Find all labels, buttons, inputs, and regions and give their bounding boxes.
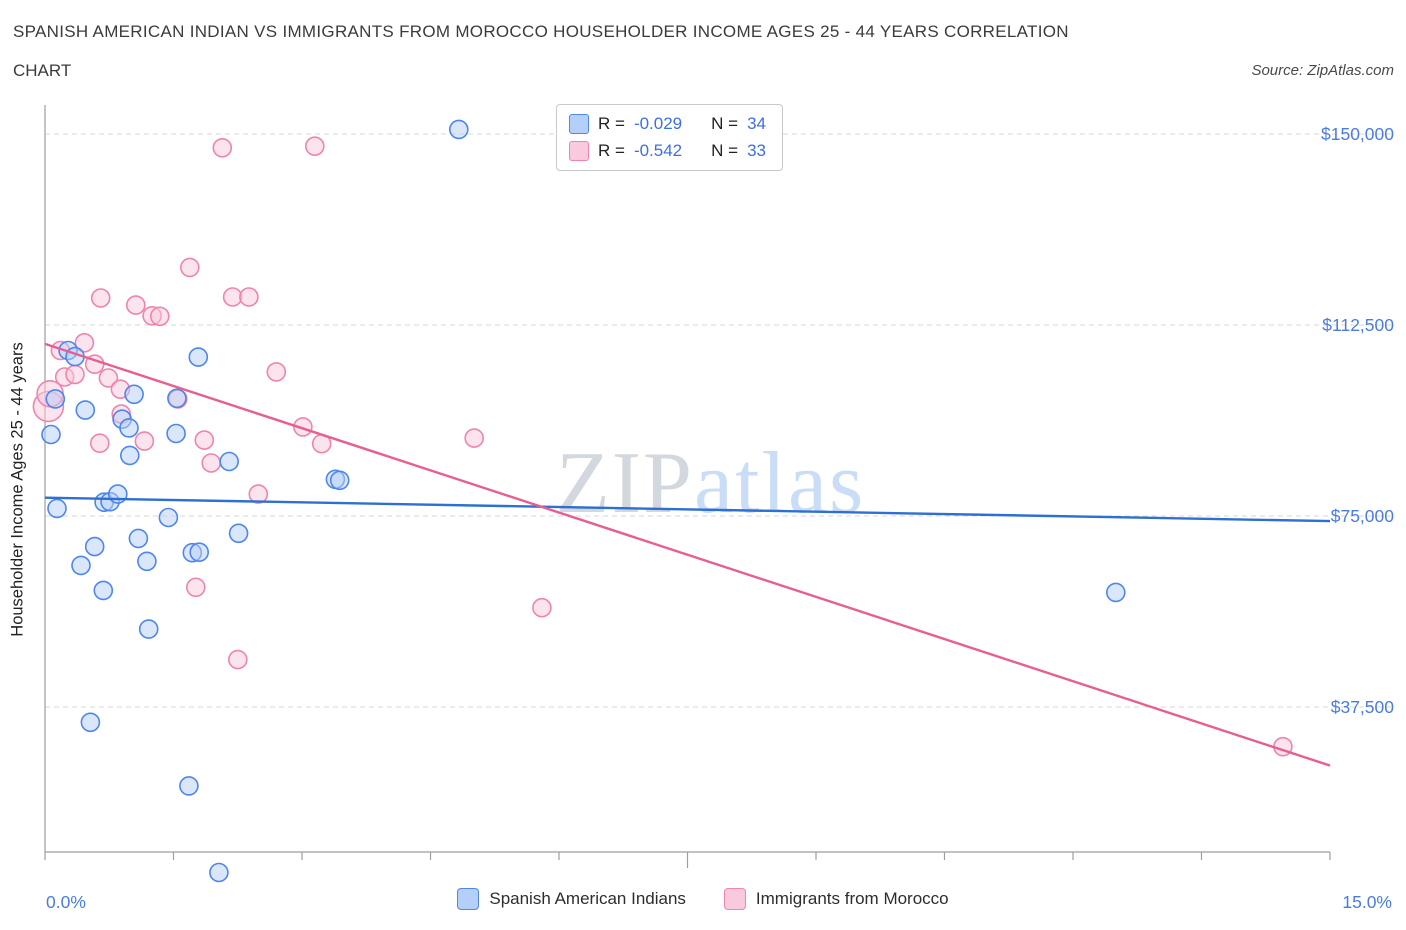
scatter-point[interactable]: [448, 119, 469, 140]
correlation-legend: R = -0.029 N = 34 R = -0.542 N = 33: [556, 104, 783, 171]
scatter-point[interactable]: [248, 484, 269, 504]
scatter-point[interactable]: [134, 431, 155, 451]
r-value-pink: -0.542: [633, 141, 683, 160]
scatter-point[interactable]: [304, 136, 325, 156]
x-axis-label-max: 15.0%: [1342, 892, 1392, 912]
y-tick-label: $75,000: [1331, 506, 1395, 526]
scatter-point[interactable]: [45, 389, 66, 409]
r-label: R =: [598, 114, 625, 133]
scatter-point[interactable]: [1106, 582, 1126, 603]
pink-series-swatch: [723, 888, 746, 910]
scatter-point[interactable]: [90, 433, 110, 454]
r-label: R =: [598, 141, 625, 160]
n-label: N =: [711, 114, 739, 133]
legend-item-spanish-american-indians: Spanish American Indians: [457, 888, 686, 910]
scatter-point[interactable]: [329, 470, 350, 491]
scatter-point[interactable]: [126, 295, 146, 315]
scatter-point[interactable]: [128, 528, 149, 549]
y-tick-label: $112,500: [1322, 315, 1394, 335]
trend-line: [44, 496, 1331, 523]
scatter-point[interactable]: [189, 542, 209, 563]
scatter-point[interactable]: [98, 368, 119, 388]
scatter-point[interactable]: [119, 418, 139, 438]
scatter-point[interactable]: [90, 288, 111, 308]
scatter-point[interactable]: [222, 287, 243, 307]
y-axis-title: Householder Income Ages 25 - 44 years: [8, 342, 27, 637]
zipatlas-watermark: ZIPatlas: [556, 440, 865, 528]
n-value-blue: 34: [747, 114, 766, 133]
scatter-point[interactable]: [228, 649, 248, 670]
series-legend: Spanish American Indians Immigrants from…: [0, 888, 1406, 910]
scatter-point[interactable]: [120, 445, 140, 466]
scatter-point[interactable]: [166, 423, 186, 444]
source-attribution: Source: ZipAtlas.com: [1251, 62, 1394, 79]
n-value-pink: 33: [747, 141, 766, 160]
scatter-point[interactable]: [532, 597, 552, 618]
legend-label: Spanish American Indians: [489, 889, 686, 908]
scatter-point[interactable]: [186, 577, 206, 598]
scatter-point[interactable]: [293, 417, 313, 437]
legend-label: Immigrants from Morocco: [755, 889, 949, 908]
scatter-point[interactable]: [219, 451, 239, 472]
trend-line: [44, 342, 1331, 767]
x-axis-label-min: 0.0%: [46, 892, 86, 912]
scatter-point[interactable]: [124, 384, 144, 405]
scatter-point[interactable]: [188, 347, 209, 367]
scatter-point[interactable]: [201, 453, 221, 473]
scatter-point[interactable]: [180, 257, 200, 278]
scatter-point[interactable]: [150, 306, 170, 327]
scatter-point[interactable]: [179, 776, 199, 796]
y-tick-label: $37,500: [1331, 697, 1395, 717]
scatter-point[interactable]: [266, 362, 287, 382]
scatter-point[interactable]: [108, 484, 128, 504]
scatter-point[interactable]: [71, 555, 91, 576]
scatter-point[interactable]: [464, 428, 485, 448]
scatter-point[interactable]: [209, 862, 229, 883]
pink-series-swatch: [569, 141, 589, 161]
scatter-point[interactable]: [84, 536, 105, 557]
r-value-blue: -0.029: [633, 114, 683, 133]
blue-series-swatch: [457, 888, 480, 910]
scatter-point[interactable]: [194, 430, 215, 450]
watermark-zip: ZIP: [556, 435, 694, 532]
scatter-point[interactable]: [228, 523, 249, 544]
scatter-point[interactable]: [212, 138, 233, 158]
y-tick-label: $150,000: [1321, 124, 1394, 144]
blue-series-swatch: [569, 114, 589, 134]
scatter-point[interactable]: [41, 424, 61, 445]
source-text: Source: ZipAtlas.com: [1251, 62, 1394, 79]
scatter-point[interactable]: [75, 400, 96, 420]
page-subtitle: CHART: [13, 61, 72, 80]
legend-row-pink: R = -0.542 N = 33: [569, 141, 766, 161]
scatter-point[interactable]: [80, 712, 101, 733]
scatter-point[interactable]: [47, 498, 67, 519]
scatter-point[interactable]: [65, 364, 85, 385]
scatter-point[interactable]: [93, 580, 114, 601]
legend-row-blue: R = -0.029 N = 34: [569, 114, 766, 134]
n-label: N =: [711, 141, 739, 160]
scatter-point[interactable]: [239, 287, 259, 307]
legend-item-immigrants-from-morocco: Immigrants from Morocco: [723, 888, 949, 910]
scatter-point[interactable]: [167, 388, 187, 409]
scatter-point[interactable]: [138, 619, 159, 639]
page-title: SPANISH AMERICAN INDIAN VS IMMIGRANTS FR…: [13, 22, 1069, 41]
scatter-point[interactable]: [158, 507, 179, 528]
scatter-point[interactable]: [74, 332, 95, 353]
scatter-point[interactable]: [137, 551, 157, 572]
